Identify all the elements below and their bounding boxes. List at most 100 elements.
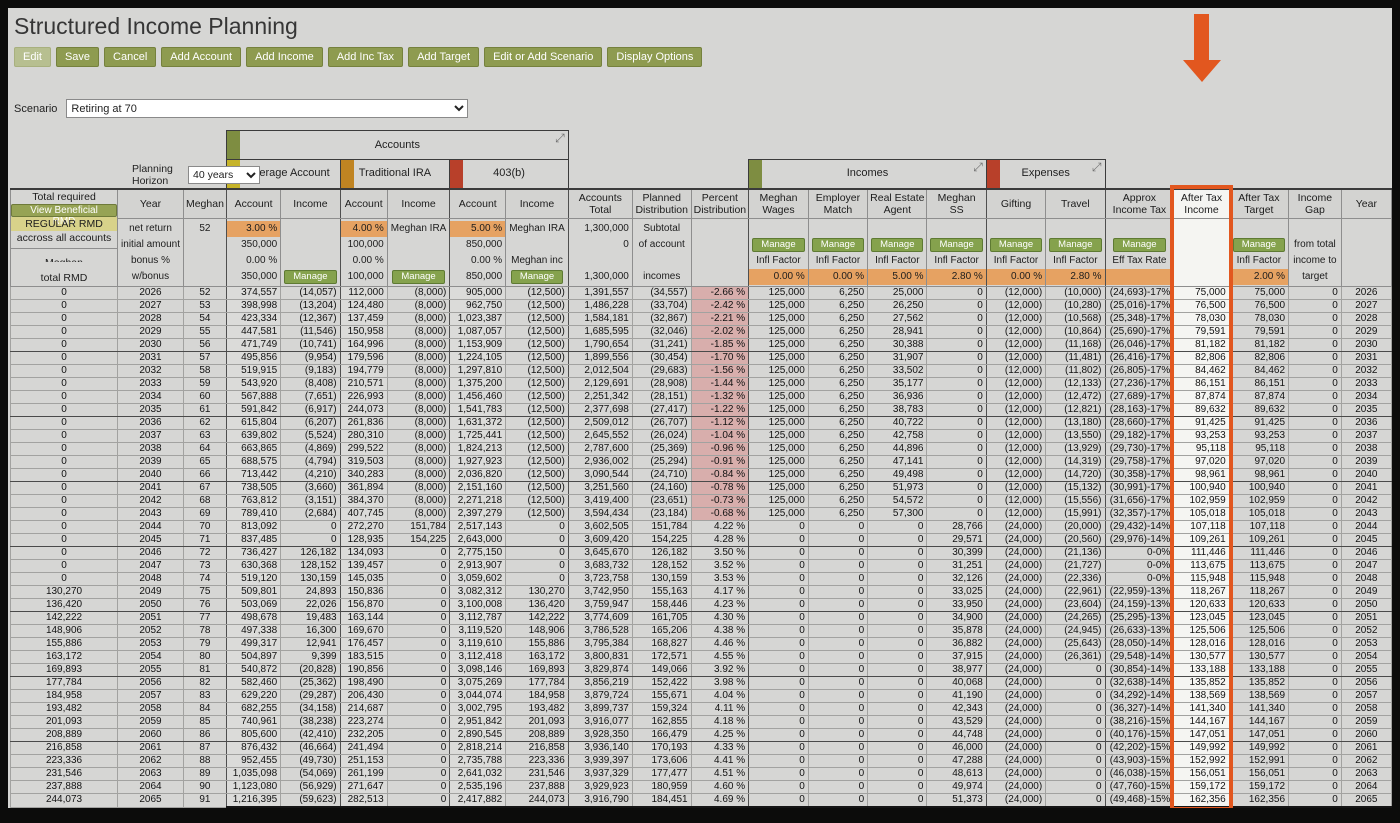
cell-dist: 168,827 <box>631 637 692 651</box>
manage-button[interactable]: Manage <box>752 238 805 252</box>
cell-tax: (29,432)-14% <box>1104 520 1175 534</box>
meta-line: Manage <box>749 237 808 253</box>
cell-att: 144,167 <box>1228 715 1290 729</box>
cell-age: 75 <box>182 585 227 599</box>
view-beneficial-rmd-button[interactable]: View Beneficial RMD <box>11 203 118 227</box>
cell-total: 3,759,947 <box>567 598 633 612</box>
cell-info: 0 <box>9 325 119 339</box>
cell-tax: (28,163)-17% <box>1104 403 1175 417</box>
cell-brok-inc: 0 <box>280 520 341 534</box>
cell-ss: 0 <box>926 481 987 495</box>
cell-travel: (12,821) <box>1045 403 1106 417</box>
toolbar-add-account-button[interactable]: Add Account <box>161 47 242 67</box>
cell-wages: 0 <box>748 793 809 808</box>
cell-b403-inc: 0 <box>505 559 569 573</box>
cell-travel: (11,802) <box>1045 364 1106 378</box>
cell-total: 1,685,595 <box>567 325 633 339</box>
manage-button[interactable]: Manage <box>284 270 337 284</box>
cell-pct: 4.60 % <box>690 780 750 794</box>
spacer <box>1105 160 1391 189</box>
planning-table-wrap: Planning Horizon 40 years Accounts ⤢ Broke… <box>9 130 1392 808</box>
cell-ati: 105,018 <box>1173 507 1230 521</box>
cell-age: 91 <box>182 793 227 808</box>
cell-year2: 2056 <box>1340 676 1392 690</box>
toolbar-save-button[interactable]: Save <box>55 47 100 67</box>
cell-total: 3,829,874 <box>567 663 633 677</box>
cell-ss: 0 <box>926 403 987 417</box>
cell-travel: 0 <box>1045 741 1106 755</box>
cell-rea: 35,177 <box>867 377 928 391</box>
cell-dist: 173,606 <box>631 754 692 768</box>
manage-button[interactable]: Manage <box>392 270 445 284</box>
cell-gap: 0 <box>1288 520 1342 534</box>
cell-pct: 4.17 % <box>690 585 750 599</box>
cell-b403-inc: 155,886 <box>505 637 569 651</box>
cell-tax: (40,176)-15% <box>1104 728 1175 742</box>
cell-rea: 42,758 <box>867 429 928 443</box>
toolbar-cancel-button[interactable]: Cancel <box>104 47 157 67</box>
cell-travel: (15,556) <box>1045 494 1106 508</box>
cell-ati: 107,118 <box>1173 520 1230 534</box>
column-header-ss: Meghan SS <box>926 187 987 219</box>
arrow-shaft <box>1194 14 1209 60</box>
cell-match: 6,250 <box>807 377 869 391</box>
meta-line: Infl Factor <box>934 255 979 266</box>
cell-ati: 111,446 <box>1173 546 1230 560</box>
incomes-collapse-icon[interactable]: ⤢ <box>973 160 983 174</box>
scenario-select[interactable]: Retiring at 70 <box>66 99 469 118</box>
cell-dist: (32,867) <box>631 312 692 326</box>
cell-ira-inc: 0 <box>386 741 451 755</box>
cell-tax: (24,159)-13% <box>1104 598 1175 612</box>
accounts-collapse-icon[interactable]: ⤢ <box>555 131 565 145</box>
cell-rea: 0 <box>867 559 928 573</box>
manage-button[interactable]: Manage <box>871 238 924 252</box>
toolbar-display-options-button[interactable]: Display Options <box>607 47 703 67</box>
toolbar-add-target-button[interactable]: Add Target <box>408 47 480 67</box>
toolbar-add-income-button[interactable]: Add Income <box>246 47 323 67</box>
cell-ira-inc: 0 <box>386 598 451 612</box>
cell-brok-inc: (59,623) <box>280 793 341 808</box>
meta-line: bonus % <box>131 255 170 266</box>
cell-att: 84,462 <box>1228 364 1290 378</box>
cell-year: 2049 <box>117 585 184 599</box>
cell-travel: (10,864) <box>1045 325 1106 339</box>
cell-travel: (22,336) <box>1045 572 1106 586</box>
meta-line: 0.00 % <box>246 255 278 266</box>
cell-brok-acct: 713,442 <box>225 468 282 482</box>
cell-age: 54 <box>182 312 227 326</box>
cell-match: 0 <box>807 546 869 560</box>
cell-ira-inc: 0 <box>386 559 451 573</box>
manage-button[interactable]: Manage <box>811 238 865 252</box>
cell-tax: (26,416)-17% <box>1104 351 1175 365</box>
manage-button[interactable]: Manage <box>510 270 564 284</box>
cell-total: 3,928,350 <box>567 728 633 742</box>
cell-match: 0 <box>807 533 869 547</box>
cell-gap: 0 <box>1288 481 1342 495</box>
cell-wages: 125,000 <box>748 299 809 313</box>
cell-ss: 0 <box>926 338 987 352</box>
column-header-total: Accounts Total <box>567 187 633 219</box>
cell-year: 2048 <box>117 572 184 586</box>
cell-rea: 49,498 <box>867 468 928 482</box>
cell-gap: 0 <box>1288 637 1342 651</box>
manage-button[interactable]: Manage <box>1232 238 1286 252</box>
cell-ira-inc: 0 <box>386 715 451 729</box>
manage-button[interactable]: Manage <box>1113 238 1166 252</box>
toolbar-add-inc-tax-button[interactable]: Add Inc Tax <box>327 47 404 67</box>
cell-ati: 144,167 <box>1173 715 1230 729</box>
cell-travel: (10,000) <box>1045 286 1106 300</box>
toolbar-edit-or-add-scenario-button[interactable]: Edit or Add Scenario <box>484 47 603 67</box>
manage-button[interactable]: Manage <box>989 238 1043 252</box>
cell-ira-acct: 282,513 <box>339 793 388 808</box>
planning-horizon-select[interactable]: 40 years <box>188 166 260 184</box>
cell-pct: 4.30 % <box>690 611 750 625</box>
cell-ira-inc: (8,000) <box>386 403 451 417</box>
expenses-collapse-icon[interactable]: ⤢ <box>1091 160 1102 174</box>
manage-button[interactable]: Manage <box>1049 238 1102 252</box>
cell-att: 78,030 <box>1228 312 1290 326</box>
cell-dist: (30,454) <box>631 351 692 365</box>
cell-age: 90 <box>182 780 227 794</box>
cell-year2: 2030 <box>1340 338 1392 352</box>
manage-button[interactable]: Manage <box>930 238 983 252</box>
cell-brok-acct: 837,485 <box>225 533 282 547</box>
